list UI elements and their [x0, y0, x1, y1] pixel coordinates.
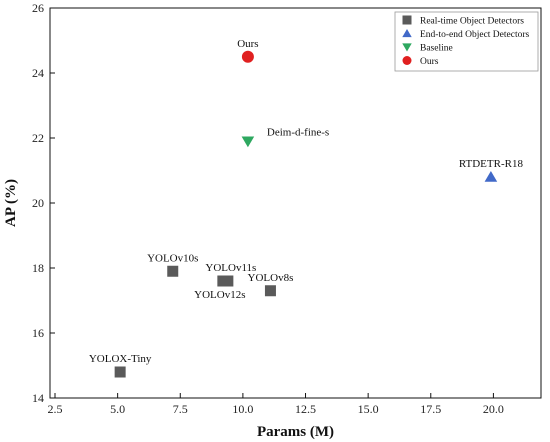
- point-label-yolov12s: YOLOv12s: [194, 289, 245, 301]
- legend-marker-1: [402, 29, 412, 38]
- x-tick-label: 12.5: [295, 402, 316, 416]
- point-label-yolov10s: YOLOv10s: [147, 252, 198, 264]
- x-tick-label: 15.0: [358, 402, 379, 416]
- point-label-deim-d-fine-s: Deim-d-fine-s: [267, 126, 329, 138]
- y-tick-label: 16: [32, 326, 44, 340]
- marker-yolov12s: [217, 275, 229, 287]
- legend-entry: Baseline: [420, 44, 453, 54]
- y-tick-label: 14: [32, 391, 44, 405]
- point-label-rtdetr-r18: RTDETR-R18: [459, 158, 524, 170]
- legend-marker-0: [402, 15, 412, 25]
- point-label-yolov8s: YOLOv8s: [248, 272, 294, 284]
- y-tick-label: 20: [32, 196, 44, 210]
- x-tick-label: 2.5: [48, 402, 63, 416]
- marker-yolov8s: [264, 285, 276, 297]
- x-tick-label: 20.0: [483, 402, 504, 416]
- legend-marker-2: [402, 43, 412, 52]
- legend-box: [394, 11, 539, 72]
- y-tick-label: 26: [32, 1, 44, 15]
- y-tick-label: 18: [32, 261, 44, 275]
- legend-entry: End-to-end Object Detectors: [420, 30, 530, 40]
- x-axis-label: Params (M): [257, 424, 334, 440]
- point-label-ours: Ours: [237, 38, 258, 50]
- y-axis-label: AP (%): [3, 179, 19, 227]
- marker-rtdetr-r18: [484, 171, 498, 182]
- point-label-yolox-tiny: YOLOX-Tiny: [89, 353, 152, 365]
- legend-entry: Real-time Object Detectors: [420, 17, 524, 27]
- marker-yolox-tiny: [114, 366, 126, 378]
- marker-ours: [241, 50, 254, 63]
- x-tick-label: 7.5: [173, 402, 188, 416]
- marker-yolov10s: [167, 265, 179, 277]
- point-label-yolov11s: YOLOv11s: [205, 262, 256, 274]
- x-tick-label: 17.5: [420, 402, 441, 416]
- y-tick-label: 24: [32, 66, 44, 80]
- y-tick-label: 22: [32, 131, 44, 145]
- legend-entry: Ours: [420, 57, 439, 67]
- marker-deim-d-fine-s: [241, 136, 255, 148]
- x-tick-label: 5.0: [110, 402, 125, 416]
- legend-marker-3: [402, 56, 412, 65]
- x-tick-label: 10.0: [232, 402, 253, 416]
